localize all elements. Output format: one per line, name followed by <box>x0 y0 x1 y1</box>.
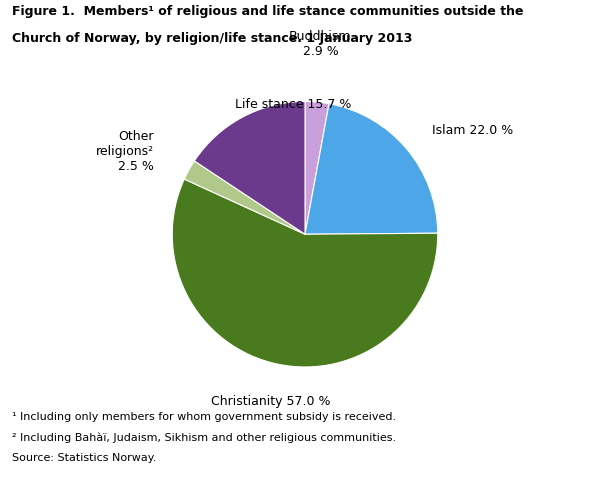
Text: Life stance 15.7 %: Life stance 15.7 % <box>235 98 351 111</box>
Text: Church of Norway, by religion/life stance. 1 January 2013: Church of Norway, by religion/life stanc… <box>12 32 412 45</box>
Wedge shape <box>172 179 438 367</box>
Text: ¹ Including only members for whom government subsidy is received.: ¹ Including only members for whom govern… <box>12 412 396 422</box>
Wedge shape <box>195 102 305 234</box>
Wedge shape <box>305 103 438 234</box>
Text: Figure 1.  Members¹ of religious and life stance communities outside the: Figure 1. Members¹ of religious and life… <box>12 5 524 18</box>
Wedge shape <box>305 102 329 234</box>
Wedge shape <box>184 161 305 234</box>
Text: Christianity 57.0 %: Christianity 57.0 % <box>212 395 331 408</box>
Text: Buddhism
2.9 %: Buddhism 2.9 % <box>289 30 352 59</box>
Text: Source: Statistics Norway.: Source: Statistics Norway. <box>12 453 157 463</box>
Text: Islam 22.0 %: Islam 22.0 % <box>432 123 513 137</box>
Text: ² Including Bahàï, Judaism, Sikhism and other religious communities.: ² Including Bahàï, Judaism, Sikhism and … <box>12 433 396 444</box>
Text: Other
religions²
2.5 %: Other religions² 2.5 % <box>96 130 154 173</box>
